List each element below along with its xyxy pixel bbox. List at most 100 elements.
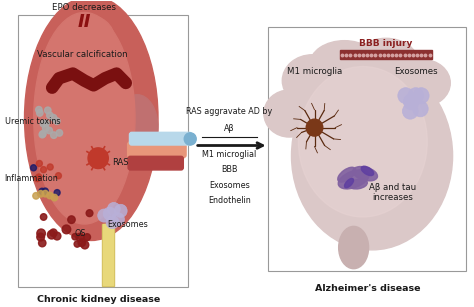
Circle shape [403,94,419,110]
Circle shape [41,167,46,173]
Circle shape [51,194,58,201]
Circle shape [86,210,93,217]
Circle shape [402,103,418,119]
Text: Aβ: Aβ [224,124,235,133]
Text: EPO decreases: EPO decreases [52,3,116,12]
Text: Chronic kidney disease: Chronic kidney disease [36,295,160,304]
Circle shape [36,107,42,113]
Circle shape [88,148,108,169]
Circle shape [103,207,116,220]
Circle shape [47,230,56,239]
Circle shape [108,202,120,216]
Bar [102,223,114,286]
Circle shape [40,130,46,137]
Circle shape [72,234,78,240]
Ellipse shape [361,166,374,176]
Circle shape [42,188,48,194]
Text: Endothelin: Endothelin [208,196,251,204]
Circle shape [54,118,60,124]
Circle shape [56,130,63,136]
Circle shape [55,173,62,179]
Text: RAS aggravate AD by: RAS aggravate AD by [186,107,273,116]
Circle shape [398,88,413,104]
Circle shape [74,241,80,247]
Text: Inflammation: Inflammation [5,174,58,183]
Ellipse shape [349,179,367,189]
Text: Vascular calcification: Vascular calcification [37,50,128,59]
Circle shape [106,216,119,229]
Ellipse shape [338,226,369,269]
Circle shape [111,213,124,226]
Text: Exosomes: Exosomes [394,67,438,76]
FancyBboxPatch shape [129,132,191,145]
Ellipse shape [117,95,158,161]
FancyBboxPatch shape [128,156,183,170]
Circle shape [306,119,323,136]
FancyBboxPatch shape [268,26,466,271]
Circle shape [33,192,39,199]
Ellipse shape [338,167,356,182]
Circle shape [78,239,85,247]
Circle shape [39,131,46,138]
Ellipse shape [354,38,418,85]
Text: Uremic toxins: Uremic toxins [5,118,60,126]
Circle shape [37,233,45,241]
Circle shape [50,115,57,121]
Ellipse shape [395,60,450,107]
Circle shape [76,233,84,242]
Text: Exosomes: Exosomes [108,220,148,228]
Text: Alzheimer's disease: Alzheimer's disease [315,284,420,293]
Circle shape [39,188,45,194]
Text: OS: OS [74,229,85,238]
Circle shape [53,232,61,240]
Text: Aβ and tau
increases: Aβ and tau increases [369,183,416,202]
Bar [103,224,113,285]
Circle shape [36,110,43,116]
Circle shape [36,161,42,167]
Circle shape [38,239,46,247]
Circle shape [50,229,57,236]
Circle shape [43,120,49,127]
Circle shape [47,164,53,170]
Circle shape [54,190,60,196]
Circle shape [413,88,429,104]
Circle shape [68,216,75,223]
Ellipse shape [283,55,342,107]
Text: Exosomes: Exosomes [209,181,250,189]
FancyBboxPatch shape [128,142,186,158]
Ellipse shape [34,13,135,224]
Circle shape [98,209,110,222]
Circle shape [114,204,127,217]
Ellipse shape [338,170,369,189]
Ellipse shape [59,15,114,62]
Ellipse shape [299,67,427,217]
Ellipse shape [25,0,158,240]
FancyBboxPatch shape [18,15,188,287]
Circle shape [37,229,46,238]
Text: M1 microglia: M1 microglia [287,67,342,76]
Circle shape [408,88,424,104]
Ellipse shape [264,90,315,137]
Ellipse shape [310,41,379,88]
Circle shape [34,176,40,182]
Circle shape [36,174,42,180]
Text: M1 microglial: M1 microglial [202,150,256,159]
Text: BBB: BBB [221,165,237,174]
Circle shape [30,165,36,171]
Circle shape [46,112,53,119]
Circle shape [45,107,51,114]
Circle shape [37,191,44,197]
Circle shape [42,190,48,197]
Circle shape [40,214,47,220]
Circle shape [412,101,428,117]
Ellipse shape [345,178,354,188]
Circle shape [46,127,53,134]
Circle shape [81,241,89,249]
Circle shape [43,125,49,131]
Text: RAS: RAS [112,158,128,167]
Text: II: II [78,13,91,31]
Bar [340,50,432,60]
Ellipse shape [353,166,377,181]
Ellipse shape [292,62,453,250]
Ellipse shape [50,6,124,71]
